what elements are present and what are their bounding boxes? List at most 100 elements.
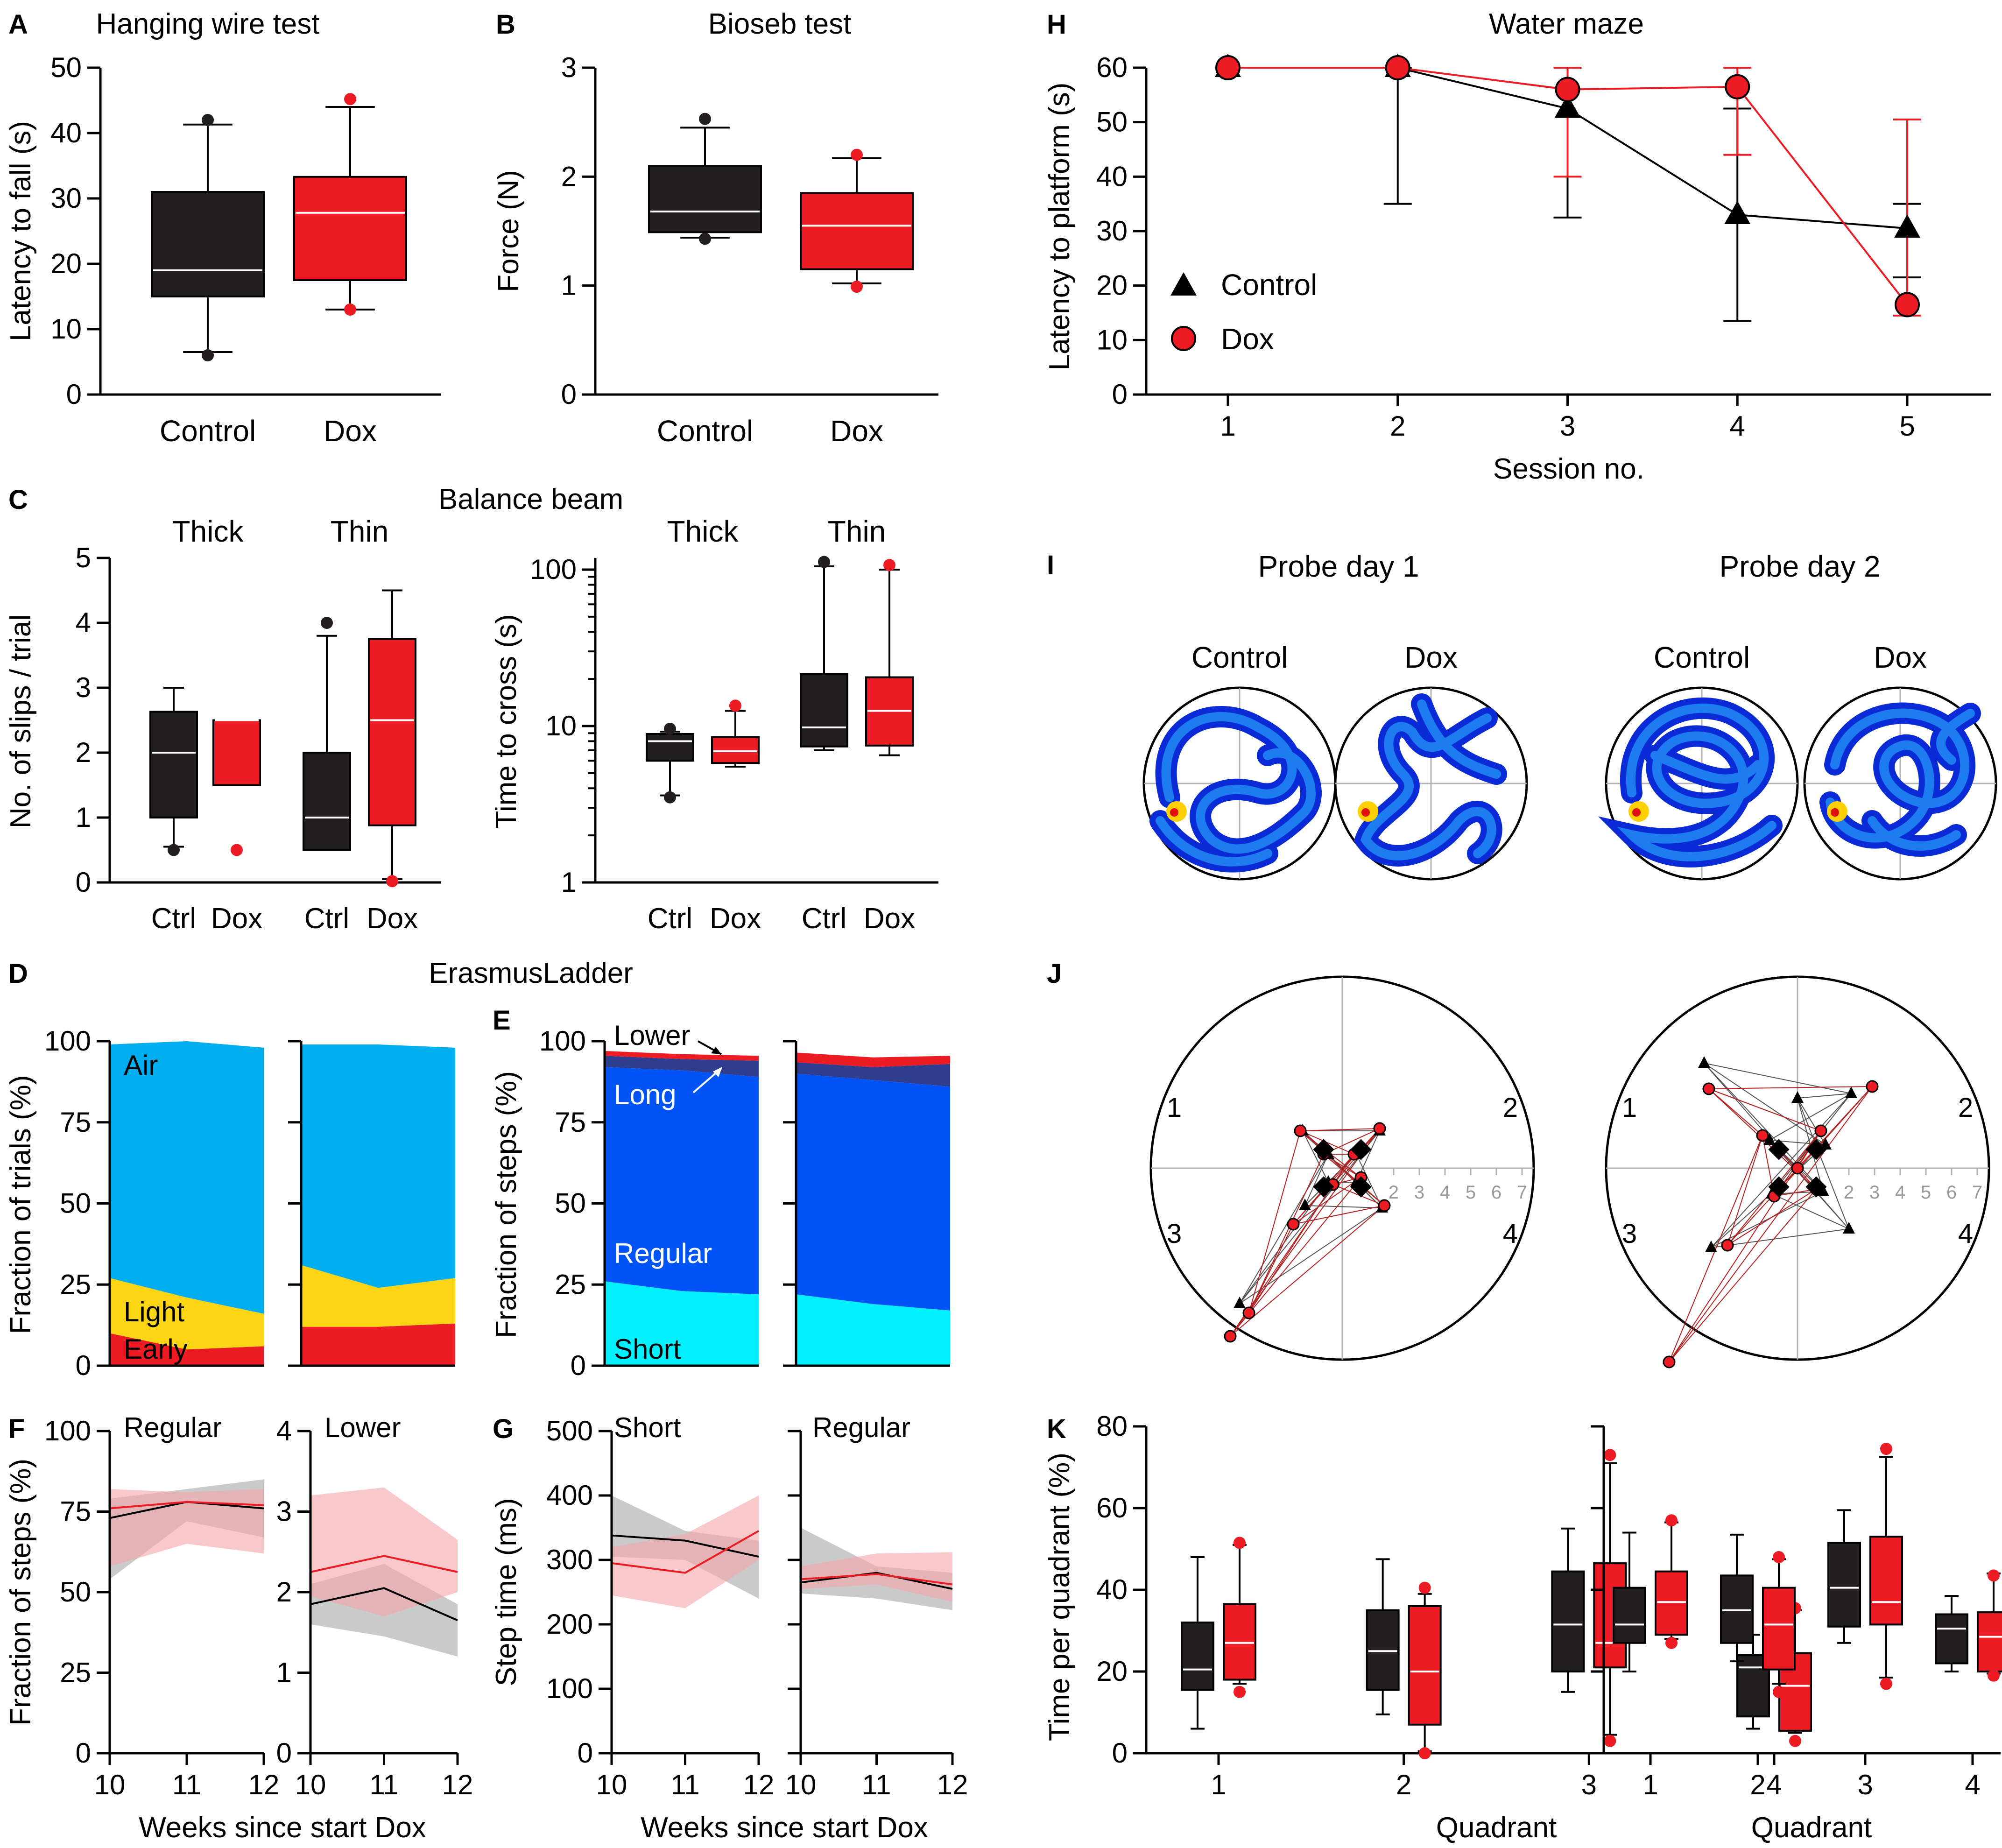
panel-c1-y-tick-label: 5 — [76, 542, 91, 573]
panel-h-ylabel: Latency to platform (s) — [1043, 83, 1076, 371]
panel-f-xlabel: Weeks since start Dox — [139, 1812, 426, 1844]
panel-f-left-subtitle: Regular — [124, 1412, 222, 1443]
panel-h-x-tick-label: 3 — [1560, 410, 1575, 442]
panel-c2-iqr-box — [711, 736, 760, 764]
panel-k-0-iqr-box — [1223, 1603, 1256, 1681]
panel-g-left-band-dox — [612, 1495, 759, 1608]
panel-c2-outlier — [664, 722, 676, 735]
panel-k-x-tick-label: 2 — [1396, 1769, 1411, 1800]
panel-c1-iqr-box — [368, 638, 416, 826]
panel-k-1-iqr-box — [1827, 1542, 1861, 1628]
panel-j-ring-tick-label: 3 — [1869, 1182, 1880, 1203]
panel-k-1-outlier — [1988, 1669, 2000, 1682]
panel-g-left-y-tick-label: 0 — [578, 1737, 593, 1769]
panel-i-heatmap-2 — [1334, 686, 1528, 881]
panel-c1-box-dox — [368, 589, 416, 888]
panel-g-ylabel: Step time (ms) — [490, 1498, 522, 1686]
panel-i-group-title: Probe day 2 — [1719, 550, 1880, 583]
panel-k-x-tick-label: 2 — [1750, 1769, 1765, 1800]
panel-h-y-tick-label: 60 — [1096, 52, 1128, 83]
panel-j-point-control — [1791, 1091, 1804, 1103]
panel-g-x-tick-label: 10 — [785, 1769, 817, 1800]
panel-c1-box-ctrl — [149, 687, 198, 856]
panel-c2-y-tick-label: 100 — [530, 554, 577, 585]
panel-f-right-line-control — [310, 1587, 458, 1622]
panel-j-quadrant-label: 3 — [1167, 1219, 1182, 1249]
panel-f-left-band-dox — [110, 1489, 264, 1566]
panel-j-link-control — [1704, 1063, 1852, 1094]
panel-c1-x-tick-label: Dox — [367, 903, 418, 935]
panel-j-link-control — [1302, 1130, 1329, 1183]
panel-c1-y-tick-label: 4 — [76, 607, 91, 638]
panel-c2-x-tick-label: Dox — [864, 903, 915, 935]
panel-k-x-tick-label: 1 — [1211, 1769, 1226, 1800]
panel-f-right-subtitle: Lower — [324, 1412, 401, 1443]
panel-g-right-band-dox — [801, 1552, 952, 1602]
panel-j-quadrant-label: 4 — [1503, 1219, 1518, 1249]
panel-j-quadrant-label: 2 — [1958, 1093, 1973, 1123]
panel-j-link-dox — [1293, 1177, 1361, 1225]
panel-j-quadrant-label: 3 — [1622, 1219, 1637, 1249]
panel-b-box-control — [648, 113, 762, 245]
panel-j-point-control — [1843, 1222, 1855, 1234]
panel-c2-outlier — [729, 699, 741, 712]
panel-k-1-outlier — [1773, 1551, 1785, 1563]
panel-j-quadrant-label: 1 — [1167, 1093, 1182, 1123]
panel-j-ring-tick-label: 6 — [1491, 1182, 1502, 1203]
panel-j-ring-tick-label: 7 — [1517, 1182, 1527, 1203]
panel-j-link-dox — [1727, 1189, 1817, 1246]
panel-i-hotspot — [1632, 808, 1641, 817]
panel-c1-x-tick-label: Dox — [211, 903, 262, 935]
panel-e-y-tick-label: 100 — [539, 1025, 586, 1057]
panel-c1-iqr-box — [149, 711, 198, 819]
panel-g-left-y-tick-label: 100 — [546, 1673, 593, 1704]
panel-g-left-y-tick-label: 300 — [546, 1544, 593, 1575]
panel-h-point-dox — [1555, 77, 1580, 102]
panel-c2-box-ctrl — [800, 556, 848, 751]
panel-g-left-subtitle: Short — [614, 1412, 681, 1443]
panel-i-track-inner — [1360, 699, 1501, 861]
panel-j-ring-tick-label: 5 — [1466, 1182, 1476, 1203]
panel-f-x-tick-label: 11 — [172, 1769, 201, 1800]
panel-b-y-tick-label: 1 — [561, 270, 577, 301]
panel-i-heatmap-1 — [1142, 686, 1337, 881]
panel-a-y-tick-label: 10 — [50, 313, 82, 345]
panel-b-outlier — [699, 233, 711, 245]
panel-c1-x-tick-label: Ctrl — [151, 903, 196, 935]
panel-h-legend-circle-icon — [1171, 326, 1196, 351]
panel-label-h: H — [1047, 9, 1066, 40]
panel-j-link-dox — [1797, 1086, 1873, 1169]
panel-j-point-dox — [1294, 1124, 1307, 1137]
panel-j-link-control — [1304, 1154, 1329, 1206]
panel-i-hotspot — [1831, 808, 1839, 817]
panel-label-g: G — [493, 1414, 514, 1444]
panel-e-right-area-long — [796, 1062, 950, 1087]
panel-a-outlier — [344, 93, 356, 106]
panel-k-0-iqr-box — [1181, 1622, 1214, 1691]
panel-d-title: ErasmusLadder — [429, 957, 633, 989]
panel-k-0-outlier — [1789, 1735, 1801, 1747]
panel-h-y-tick-label: 50 — [1096, 106, 1128, 138]
panel-c1-y-tick-label: 2 — [76, 737, 91, 768]
panel-j-ring-tick-label: 7 — [1972, 1182, 1982, 1203]
panel-j-point-dox — [1224, 1330, 1237, 1343]
panel-i-col-label: Dox — [1404, 641, 1458, 674]
panel-d-y-tick-label: 0 — [76, 1350, 91, 1381]
panel-c1-ylabel: No. of slips / trial — [5, 614, 37, 828]
panel-k-x-tick-label: 4 — [1965, 1769, 1980, 1800]
panel-k-1-outlier — [1665, 1636, 1678, 1649]
panel-d-ylabel: Fraction of trials (%) — [5, 1075, 37, 1334]
panel-f-left-y-tick-label: 50 — [60, 1576, 91, 1608]
panel-k-0-outlier — [1604, 1735, 1616, 1747]
panel-e-right-area-regular — [796, 1073, 950, 1311]
panel-d-label-light: Light — [124, 1296, 184, 1327]
panel-k-0-outlier — [1234, 1537, 1246, 1549]
panel-c1-outlier — [168, 844, 180, 856]
panel-k-1-iqr-box — [1720, 1574, 1754, 1644]
panel-label-i: I — [1047, 550, 1054, 580]
panel-label-d: D — [8, 959, 28, 989]
panel-j-mean-control — [1313, 1176, 1334, 1198]
panel-j-quadrant-label: 2 — [1503, 1093, 1518, 1123]
panel-a-title: Hanging wire test — [96, 8, 319, 40]
panel-j-ring-tick-label: 6 — [1946, 1182, 1957, 1203]
